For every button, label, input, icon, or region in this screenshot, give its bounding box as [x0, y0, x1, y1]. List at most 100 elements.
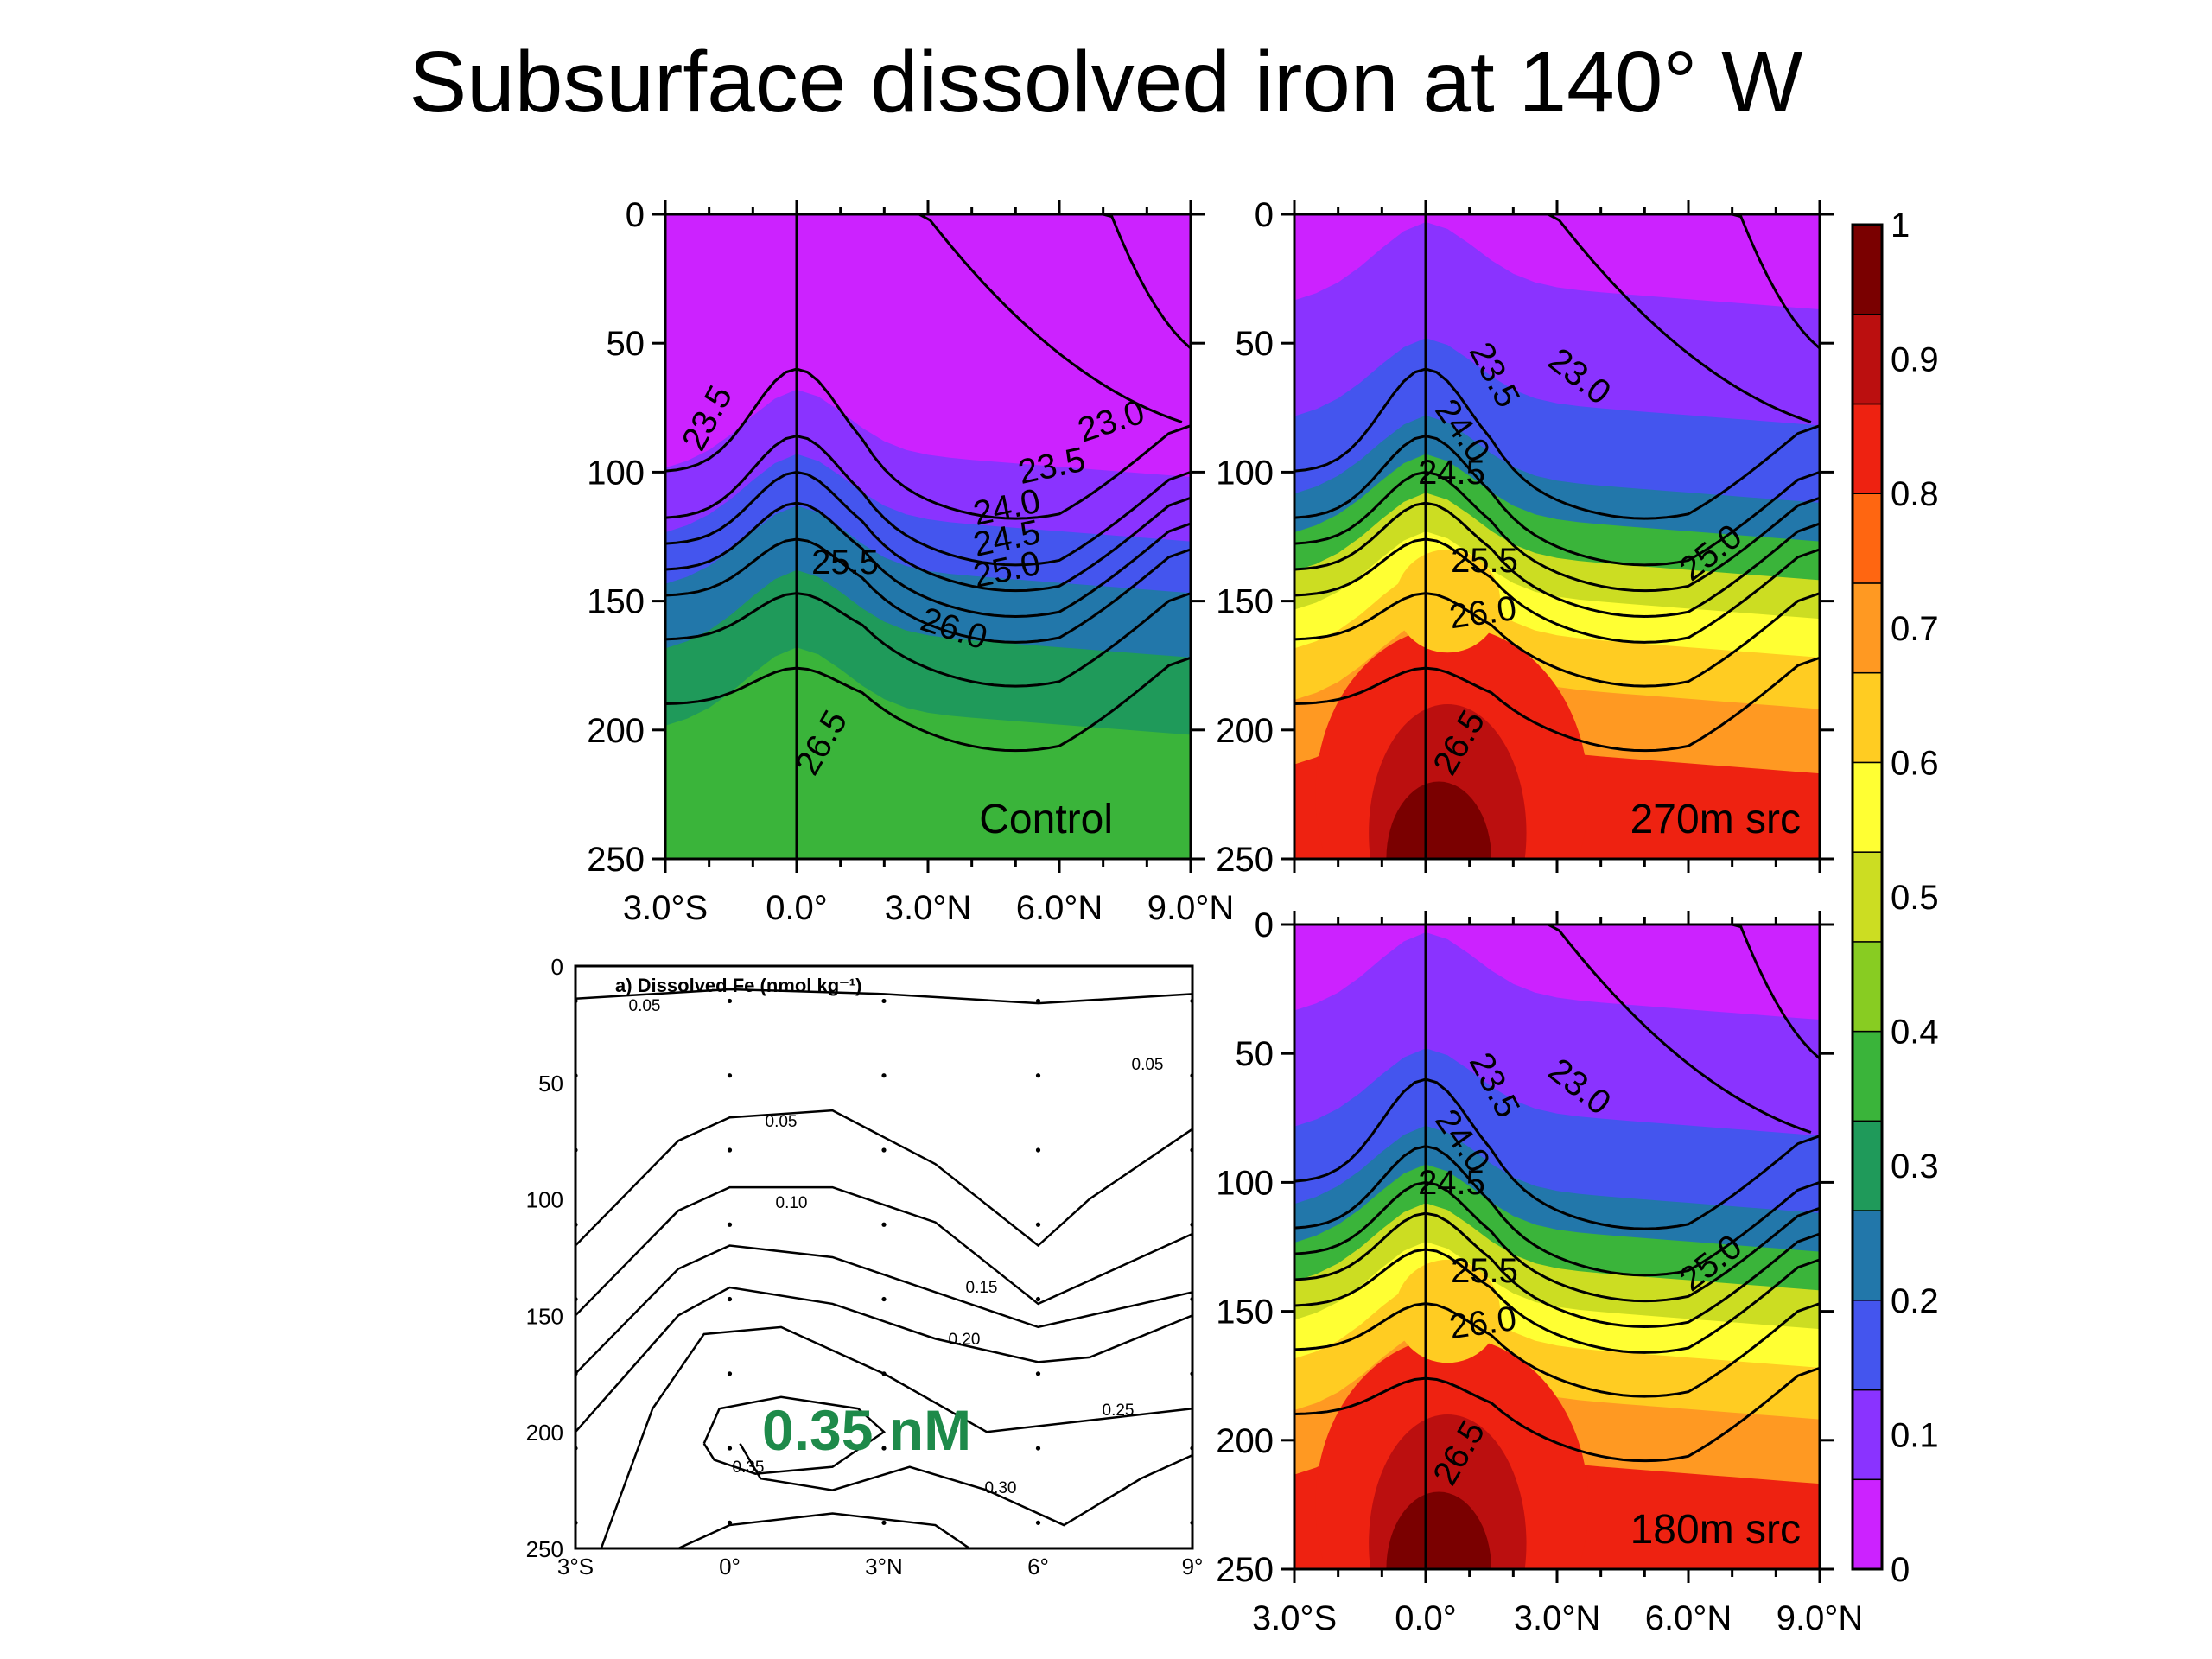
fe-contour-line [575, 1185, 1192, 1317]
sample-dot [1190, 1222, 1192, 1227]
plot-frame [574, 964, 1194, 1550]
colorbar-swatch [1852, 493, 1883, 584]
colorbar-swatch [1852, 1210, 1883, 1301]
fe-contour-label: 0.20 [949, 1331, 981, 1349]
panel-control: 0 50 100 150 200 250 3.0°S 0.0° 3.0°N 6.0°N 9.0°N 2… [587, 196, 1234, 927]
sample-dot [727, 1147, 733, 1153]
sample-dot [575, 1446, 578, 1451]
x-tick-label: 3.0°S [1252, 1599, 1337, 1637]
y-tick-label: 250 [1216, 841, 1274, 879]
y-tick-label: 0 [1255, 906, 1274, 944]
sample-dot [1190, 1073, 1192, 1078]
sample-dot [1190, 1446, 1192, 1451]
y-tick-label: 50 [607, 325, 645, 363]
contour-label: 24.5 [1418, 454, 1485, 492]
sample-dot [1190, 1296, 1192, 1302]
sample-dot [1035, 1446, 1041, 1451]
fe-contour-line [575, 988, 1192, 1005]
y-tick-label: 0 [1255, 196, 1274, 234]
colorbar-tick-label: 1 [1891, 207, 1910, 245]
x-tick-label: 3.0°N [885, 889, 972, 927]
colorbar-swatch [1852, 941, 1883, 1033]
sample-dot [727, 1371, 733, 1376]
isopycnal-line [1294, 501, 1820, 619]
colorbar-frame [1851, 223, 1884, 1571]
sample-dot [727, 998, 733, 1004]
x-tick-label: 0° [719, 1554, 741, 1580]
sample-dot [575, 1296, 578, 1302]
sample-dot [1035, 998, 1041, 1004]
x-tick-label: 0.0° [1395, 1599, 1457, 1637]
y-tick-label: 50 [538, 1071, 563, 1096]
fe-contour-label: 0.05 [1132, 1056, 1164, 1074]
sample-dot [881, 1147, 887, 1153]
x-tick-label: 3°N [865, 1554, 903, 1580]
colorbar-swatch [1852, 1478, 1883, 1570]
isopycnal-line [1294, 1077, 1820, 1230]
sample-dot [727, 1222, 733, 1227]
fe-contour-label: 0.15 [966, 1279, 998, 1297]
sample-dot [881, 1520, 887, 1525]
panel-label: Control [979, 797, 1113, 842]
fe-contour-line [677, 1512, 972, 1548]
colorbar-tick-label: 0.8 [1891, 475, 1939, 513]
fe-contour-line [575, 1286, 1192, 1433]
sample-dot [575, 1520, 578, 1525]
field-core [1395, 1259, 1501, 1363]
colorbar-tick-label: 0.5 [1891, 879, 1939, 917]
colorbar-tick-label: 0.9 [1891, 341, 1939, 379]
y-tick-label: 0 [551, 954, 563, 980]
y-tick-label: 100 [526, 1187, 563, 1213]
x-tick-label: 6° [1027, 1554, 1049, 1580]
fe-contour-line [575, 1109, 1192, 1248]
isopycnal-line [1294, 435, 1820, 567]
sample-dot [1190, 1520, 1192, 1525]
colorbar-tick-label: 0 [1891, 1551, 1910, 1589]
isopycnal-line [1526, 214, 1812, 423]
sample-dot [881, 998, 887, 1004]
colorbar-swatch [1852, 403, 1883, 494]
colorbar-tick-label: 0.2 [1891, 1282, 1939, 1320]
contour-label: 25.5 [1451, 1252, 1518, 1290]
sample-dot [1035, 1073, 1041, 1078]
sample-dot [1035, 1222, 1041, 1227]
y-tick-label: 250 [587, 841, 645, 879]
sample-dot [575, 998, 578, 1004]
fe-contour-label: 0.10 [776, 1194, 808, 1212]
panel-label: 180m src [1630, 1507, 1801, 1553]
isopycnal-line [1294, 1211, 1820, 1329]
colorbar-swatch [1852, 1300, 1883, 1391]
fe-contour-label: 0.30 [985, 1479, 1017, 1497]
isopycnal-line [665, 435, 1191, 567]
field-core [1395, 549, 1501, 653]
isopycnal-line [665, 470, 1191, 593]
colorbar-tick-label: 0.3 [1891, 1147, 1939, 1185]
plot-area [665, 214, 1191, 859]
isopycnal-line [1294, 656, 1820, 753]
sample-dot [881, 1371, 887, 1376]
isopycnal-line [1732, 214, 1820, 350]
sample-dot [575, 1222, 578, 1227]
sample-dot [1190, 1371, 1192, 1376]
sample-dot [1035, 1296, 1041, 1302]
sample-dot [881, 1222, 887, 1227]
isopycnal-line [1294, 537, 1820, 644]
x-tick-label: 9° [1182, 1554, 1204, 1580]
isopycnal-line [1294, 1180, 1820, 1303]
colorbar-swatch [1852, 224, 1883, 315]
sample-dot [1190, 1147, 1192, 1153]
isopycnal-line [665, 656, 1191, 753]
panel-180m-src: 0 50 100 150 200 250 3.0°S 0.0° 3.0°N 6.0°N 9.0°N 2… [1216, 906, 1863, 1637]
y-tick-label: 200 [1216, 712, 1274, 750]
fe-contour-line [600, 1325, 1192, 1548]
y-tick-label: 150 [1216, 583, 1274, 621]
fe-contour-label: 0.05 [629, 997, 661, 1015]
colorbar-tick-label: 0.4 [1891, 1014, 1939, 1052]
colorbar: 1 0.9 0.8 0.7 0.6 0.5 0.4 0.3 0.2 0.1 0 [1851, 207, 1939, 1589]
contour-label: 24.5 [1418, 1164, 1485, 1202]
colorbar-swatch [1852, 1030, 1883, 1122]
sample-dot [1190, 998, 1192, 1004]
x-tick-label: 3°S [557, 1554, 594, 1580]
sample-dot [1035, 1371, 1041, 1376]
